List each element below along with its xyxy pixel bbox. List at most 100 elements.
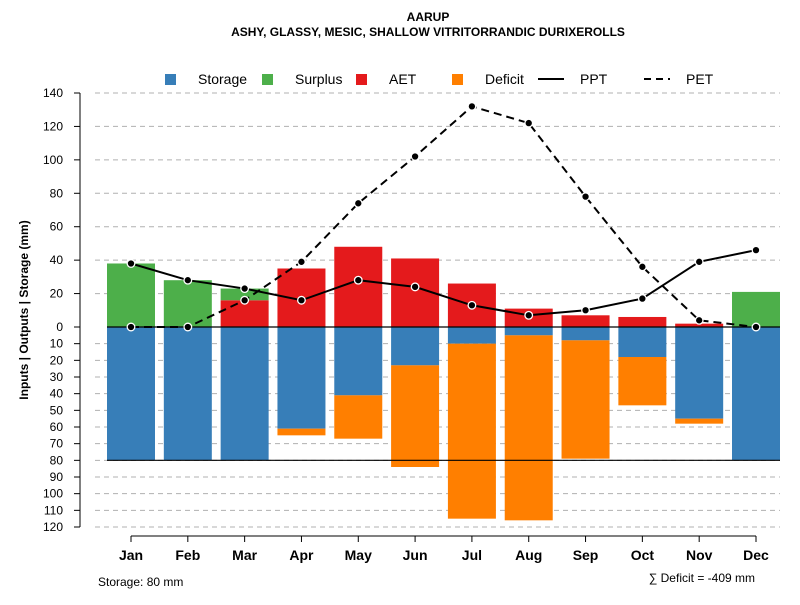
- legend-label: Surplus: [295, 71, 342, 87]
- x-tick-label: Dec: [743, 547, 769, 563]
- y-axis-label: Inputs | Outputs | Storage (mm): [17, 220, 31, 399]
- pet-point: [353, 198, 363, 208]
- pet-point: [467, 101, 477, 111]
- storage-bar: [732, 327, 780, 461]
- y-tick-label: 0: [56, 320, 63, 334]
- surplus-bar: [163, 280, 212, 327]
- y-tick-label: 10: [50, 337, 64, 351]
- x-axis: Jan Feb Mar Apr May Jun Jul Aug Sep Oct Nov Dec: [119, 535, 769, 563]
- aet-bar: [220, 300, 269, 327]
- x-tick-label: Jul: [462, 547, 482, 563]
- storage-bar: [107, 327, 155, 461]
- deficit-footnote: ∑ Deficit = -409 mm: [649, 571, 755, 585]
- chart-title: AARUP: [407, 10, 450, 24]
- legend-label: PET: [686, 71, 714, 87]
- storage-bar: [675, 327, 724, 419]
- ppt-point: [524, 310, 534, 320]
- storage-footnote: Storage: 80 mm: [98, 575, 183, 589]
- y-tick-label: 100: [43, 153, 63, 167]
- legend-swatch: [165, 74, 176, 85]
- legend-swatch: [452, 74, 463, 85]
- ppt-point: [240, 284, 250, 294]
- pet-point: [581, 192, 590, 202]
- storage-bar: [504, 327, 553, 336]
- deficit-bar: [561, 340, 610, 459]
- storage-bar: [220, 327, 269, 461]
- y-tick-label: 80: [50, 453, 64, 467]
- pet-point: [694, 315, 704, 325]
- legend-label: PPT: [580, 71, 608, 87]
- ppt-point: [637, 294, 647, 304]
- deficit-bar: [334, 395, 383, 439]
- ppt-point: [751, 245, 761, 255]
- ppt-point: [183, 275, 193, 285]
- pet-point: [410, 152, 420, 161]
- x-tick-label: Jan: [119, 547, 143, 563]
- pet-point: [637, 262, 647, 272]
- deficit-bar: [447, 343, 496, 519]
- surplus-bar: [732, 291, 780, 327]
- x-tick-label: Sep: [573, 547, 599, 563]
- ppt-point: [581, 305, 590, 315]
- storage-bar: [334, 327, 383, 396]
- legend-label: AET: [389, 71, 417, 87]
- y-tick-label: 30: [50, 370, 64, 384]
- pet-point: [183, 322, 193, 332]
- y-axis: 0 20 40 60 80 100 120 140 10 20 30 40 50 60 70 80 90 100 1…: [43, 86, 81, 534]
- lines: [126, 101, 761, 332]
- y-tick-label: 20: [50, 353, 64, 367]
- ppt-point: [353, 275, 363, 285]
- x-tick-label: Oct: [631, 547, 655, 563]
- aet-bar: [561, 315, 610, 327]
- x-tick-label: May: [345, 547, 372, 563]
- y-tick-label: 140: [43, 86, 63, 100]
- deficit-bar: [277, 428, 326, 436]
- surplus-bar: [107, 263, 155, 327]
- pet-point: [126, 322, 136, 332]
- y-tick-label: 50: [50, 403, 64, 417]
- x-tick-label: Aug: [515, 547, 542, 563]
- legend-swatch: [356, 74, 367, 85]
- y-tick-label: 100: [43, 487, 63, 501]
- y-tick-label: 90: [50, 470, 64, 484]
- ppt-point: [297, 295, 306, 305]
- deficit-bar: [618, 357, 667, 406]
- legend-label: Storage: [198, 71, 247, 87]
- x-tick-label: Apr: [289, 547, 314, 563]
- y-tick-label: 40: [50, 387, 64, 401]
- ppt-line: [130, 249, 757, 317]
- y-tick-label: 40: [50, 253, 64, 267]
- ppt-point: [410, 282, 420, 292]
- deficit-bar: [391, 365, 440, 467]
- y-tick-label: 120: [43, 119, 63, 133]
- y-tick-label: 20: [50, 287, 64, 301]
- y-tick-label: 120: [43, 520, 63, 534]
- pet-line: [131, 105, 757, 328]
- ppt-point: [694, 257, 704, 267]
- chart-subtitle: ASHY, GLASSY, MESIC, SHALLOW VITRITORRAN…: [231, 25, 625, 39]
- y-tick-label: 110: [44, 503, 63, 517]
- pet-point: [751, 322, 761, 332]
- legend-label: Deficit: [485, 71, 524, 87]
- storage-bar: [163, 327, 212, 461]
- y-tick-label: 60: [50, 220, 64, 234]
- storage-bar: [561, 327, 610, 341]
- pet-point: [297, 257, 306, 267]
- y-tick-label: 80: [50, 186, 64, 200]
- storage-bar: [618, 327, 667, 357]
- x-tick-label: Jun: [403, 547, 428, 563]
- aet-bar: [675, 323, 724, 327]
- y-tick-label: 60: [50, 420, 64, 434]
- legend-swatch: [262, 74, 273, 85]
- x-tick-label: Mar: [232, 547, 257, 563]
- x-tick-label: Feb: [175, 547, 200, 563]
- deficit-bar: [675, 418, 724, 424]
- bars: [107, 246, 780, 521]
- storage-bar: [447, 327, 496, 344]
- surplus-bar: [220, 288, 269, 301]
- storage-bar: [391, 327, 440, 366]
- storage-bar: [277, 327, 326, 429]
- pet-point: [524, 118, 534, 128]
- x-tick-label: Nov: [686, 547, 713, 563]
